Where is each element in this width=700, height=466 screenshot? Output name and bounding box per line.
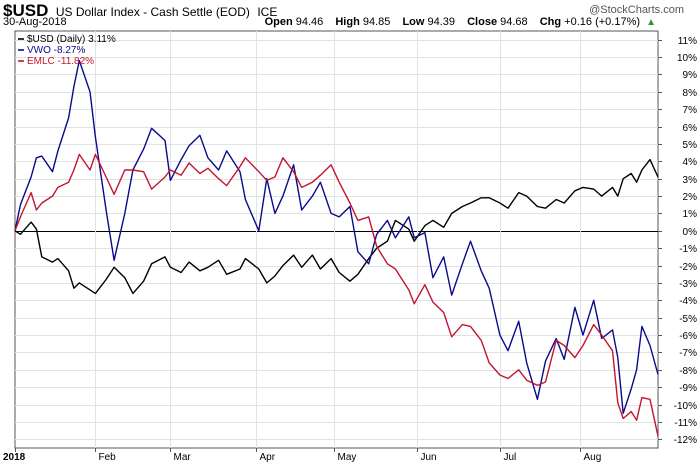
quote-summary: Open 94.46 High 94.85 Low 94.39 Close 94… bbox=[265, 16, 656, 28]
x-tick-label: May bbox=[338, 452, 357, 463]
x-tick-label: Mar bbox=[174, 452, 192, 463]
low-label: Low bbox=[402, 16, 425, 28]
y-tick-label: -3% bbox=[679, 279, 697, 290]
y-tick-label: -11% bbox=[674, 418, 697, 429]
y-tick-label: 5% bbox=[683, 140, 698, 151]
y-tick-label: 0% bbox=[683, 227, 698, 238]
y-tick-label: -10% bbox=[674, 401, 697, 412]
chart-date: 30-Aug-2018 bbox=[3, 16, 67, 28]
y-tick-label: 9% bbox=[683, 70, 698, 81]
high-value: 94.85 bbox=[362, 16, 391, 28]
symbol: $USD bbox=[3, 1, 49, 20]
high-label: High bbox=[335, 16, 360, 28]
y-tick-label: 8% bbox=[683, 88, 698, 99]
y-tick-label: 1% bbox=[683, 209, 698, 220]
watermark: @StockCharts.com bbox=[589, 4, 684, 16]
y-tick-label: -5% bbox=[679, 314, 697, 325]
y-tick-label: 4% bbox=[683, 157, 698, 168]
legend-entry-usd: $USD (Daily) 3.11% bbox=[27, 34, 116, 45]
open-label: Open bbox=[264, 16, 293, 28]
series-layer bbox=[14, 59, 659, 437]
y-tick-label: -12% bbox=[674, 435, 697, 446]
y-tick-label: 2% bbox=[683, 192, 698, 203]
x-tick-label: Feb bbox=[99, 452, 117, 463]
y-tick-label: -7% bbox=[679, 348, 697, 359]
chg-label: Chg bbox=[539, 16, 562, 28]
chart-header: $USD US Dollar Index - Cash Settle (EOD)… bbox=[0, 0, 700, 30]
up-arrow-icon: ▲ bbox=[646, 17, 656, 28]
chg-value: +0.16 (+0.17%) bbox=[564, 16, 641, 28]
x-tick-label: Jul bbox=[504, 452, 517, 463]
axis-layer: 11% 10% 9% 8% 7% 6% 5% 4% 3% 2% 1% 0% -1% -2% -3% -4% -5… bbox=[3, 36, 697, 463]
x-tick-label: Jun bbox=[421, 452, 437, 463]
legend: $USD (Daily) 3.11%VWO -8.27%EMLC -11.82% bbox=[18, 34, 116, 67]
y-tick-label: 6% bbox=[683, 123, 698, 134]
series-line-vwo bbox=[14, 59, 659, 414]
close-label: Close bbox=[467, 16, 498, 28]
legend-entry-emlc: EMLC -11.82% bbox=[27, 56, 94, 67]
y-tick-label: -9% bbox=[679, 383, 697, 394]
series-line-usd bbox=[14, 158, 659, 295]
plot-frame bbox=[14, 30, 659, 449]
symbol-row: $USD US Dollar Index - Cash Settle (EOD)… bbox=[3, 1, 277, 21]
x-tick-label: Aug bbox=[584, 452, 602, 463]
y-tick-label: -1% bbox=[679, 244, 697, 255]
open-value: 94.46 bbox=[295, 16, 324, 28]
legend-entry-vwo: VWO -8.27% bbox=[27, 45, 85, 56]
y-tick-label: 10% bbox=[677, 53, 697, 64]
y-tick-label: -4% bbox=[679, 296, 697, 307]
exchange: ICE bbox=[257, 5, 278, 19]
x-tick-label: Apr bbox=[260, 452, 276, 463]
y-tick-label: 11% bbox=[678, 36, 697, 47]
symbol-description: US Dollar Index - Cash Settle (EOD) bbox=[55, 5, 250, 19]
x-tick-label: 2018 bbox=[3, 452, 26, 463]
low-value: 94.39 bbox=[427, 16, 456, 28]
y-tick-label: -6% bbox=[679, 331, 697, 342]
y-tick-label: 3% bbox=[683, 175, 698, 186]
y-tick-label: -2% bbox=[679, 262, 697, 273]
grid-layer bbox=[14, 30, 659, 449]
close-value: 94.68 bbox=[500, 16, 528, 28]
series-line-emlc bbox=[14, 153, 659, 437]
y-tick-label: 7% bbox=[683, 105, 698, 116]
y-tick-label: -8% bbox=[679, 366, 697, 377]
